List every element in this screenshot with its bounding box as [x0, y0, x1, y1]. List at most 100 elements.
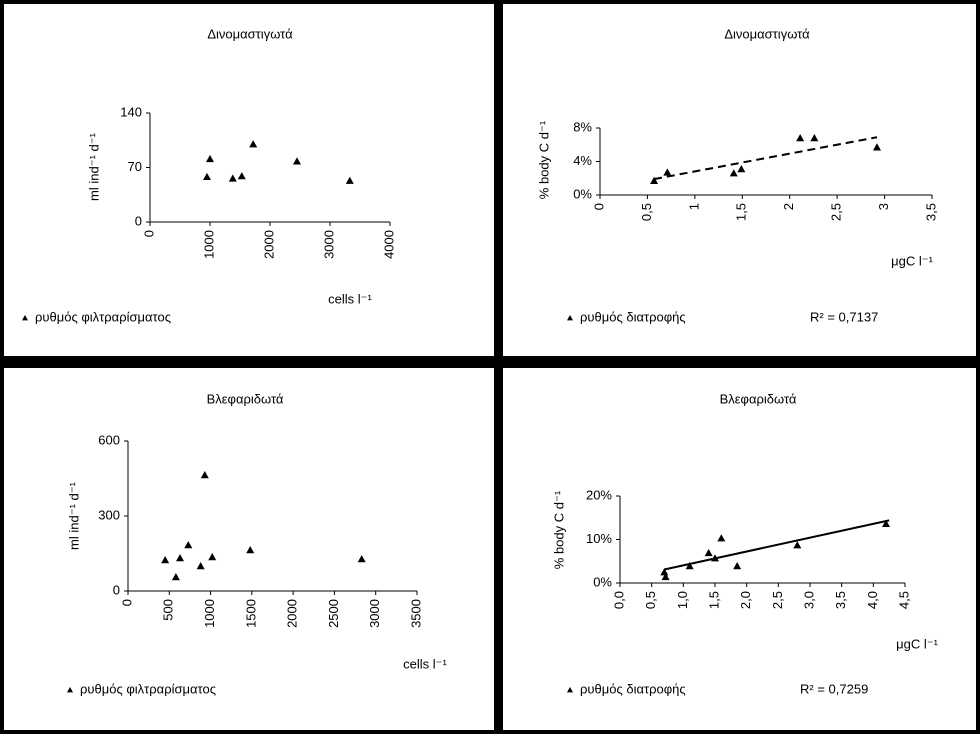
- y-tick-label: 0: [113, 582, 120, 597]
- x-axis-label: μgC l⁻¹: [896, 636, 938, 651]
- legend-label: ρυθμός διατροφής: [580, 309, 686, 324]
- x-tick-label: 500: [161, 599, 176, 621]
- point: [717, 534, 726, 542]
- legend-marker: [567, 687, 573, 693]
- point: [872, 143, 881, 151]
- point: [171, 573, 180, 581]
- y-axis-label: ml ind⁻¹ d⁻¹: [66, 481, 81, 550]
- legend-marker: [567, 315, 573, 321]
- panel: [503, 4, 976, 356]
- x-tick-label: 2,5: [770, 591, 785, 609]
- annotation: R² = 0,7259: [800, 681, 868, 696]
- point: [184, 541, 193, 549]
- y-tick-label: 8%: [573, 119, 592, 134]
- y-tick-label: 4%: [573, 153, 592, 168]
- x-tick-label: 3: [876, 203, 891, 210]
- y-tick-label: 70: [128, 159, 142, 174]
- x-tick-label: 3,5: [923, 203, 938, 221]
- legend-label: ρυθμός φιλτραρίσματος: [35, 309, 171, 324]
- y-tick-label: 10%: [586, 531, 612, 546]
- x-axis-label: cells l⁻¹: [403, 656, 447, 671]
- x-tick-label: 4,5: [896, 591, 911, 609]
- x-axis-label: cells l⁻¹: [328, 291, 372, 306]
- x-tick-label: 1,0: [675, 591, 690, 609]
- x-tick-label: 1000: [201, 230, 216, 259]
- x-tick-label: 1,5: [706, 591, 721, 609]
- y-tick-label: 0%: [573, 186, 592, 201]
- chart-title: Δινομαστιγωτά: [207, 26, 293, 41]
- x-tick-label: 0: [119, 599, 134, 606]
- legend-label: ρυθμός διατροφής: [580, 681, 686, 696]
- x-tick-label: 1: [686, 203, 701, 210]
- x-tick-label: 3000: [321, 230, 336, 259]
- point: [796, 134, 805, 142]
- y-axis-label: % body C d⁻¹: [536, 120, 551, 199]
- point: [810, 134, 819, 142]
- point: [206, 154, 214, 163]
- point: [660, 568, 669, 576]
- x-tick-label: 4,0: [865, 591, 880, 609]
- point: [228, 174, 237, 182]
- x-tick-label: 0,5: [643, 591, 658, 609]
- annotation: R² = 0,7137: [810, 309, 878, 324]
- x-tick-label: 2500: [326, 599, 341, 628]
- x-tick-label: 3500: [408, 599, 423, 628]
- x-tick-label: 0,5: [639, 203, 654, 221]
- point: [293, 157, 301, 165]
- y-axis-label: % body C d⁻¹: [551, 490, 566, 569]
- x-tick-label: 2,5: [829, 203, 844, 221]
- y-tick-label: 140: [120, 104, 142, 119]
- point: [357, 555, 366, 563]
- point: [246, 546, 255, 554]
- point: [704, 548, 713, 557]
- panel: [503, 368, 976, 730]
- x-tick-label: 2: [781, 203, 796, 210]
- y-tick-label: 20%: [586, 487, 612, 502]
- x-tick-label: 3,0: [801, 591, 816, 609]
- x-tick-label: 4000: [381, 230, 396, 259]
- point: [793, 541, 802, 549]
- x-tick-label: 0: [141, 230, 156, 237]
- y-axis-label: ml ind⁻¹ d⁻¹: [86, 132, 101, 201]
- point: [200, 471, 209, 479]
- point: [685, 562, 694, 570]
- chart-title: Βλεφαριδωτά: [720, 391, 797, 406]
- x-tick-label: 2000: [261, 230, 276, 259]
- point: [650, 176, 659, 184]
- point: [737, 165, 746, 173]
- x-tick-label: 0,0: [611, 591, 626, 609]
- x-tick-label: 3000: [367, 599, 382, 628]
- trendline: [664, 519, 890, 571]
- chart-title: Δινομαστιγωτά: [724, 26, 810, 41]
- point: [203, 172, 211, 181]
- x-tick-label: 0: [591, 203, 606, 210]
- legend-marker: [22, 315, 28, 321]
- x-tick-label: 2000: [285, 599, 300, 628]
- panel: [4, 4, 494, 356]
- point: [237, 172, 246, 180]
- x-tick-label: 2,0: [738, 591, 753, 609]
- legend-marker: [67, 687, 73, 693]
- point: [208, 553, 217, 561]
- x-tick-label: 1000: [202, 599, 217, 628]
- point: [345, 176, 354, 184]
- point: [711, 554, 719, 562]
- point: [176, 554, 185, 562]
- y-tick-label: 300: [98, 507, 120, 522]
- x-tick-label: 1500: [243, 599, 258, 628]
- point: [661, 572, 670, 581]
- y-tick-label: 0%: [593, 574, 612, 589]
- legend-label: ρυθμός φιλτραρίσματος: [80, 681, 216, 696]
- x-tick-label: 1,5: [734, 203, 749, 221]
- point: [249, 140, 258, 148]
- trendline: [653, 136, 878, 181]
- point: [729, 169, 738, 177]
- y-tick-label: 600: [98, 432, 120, 447]
- point: [161, 556, 170, 564]
- y-tick-label: 0: [135, 213, 142, 228]
- point: [882, 519, 890, 528]
- point: [196, 562, 205, 570]
- point: [733, 562, 742, 570]
- point: [663, 168, 672, 176]
